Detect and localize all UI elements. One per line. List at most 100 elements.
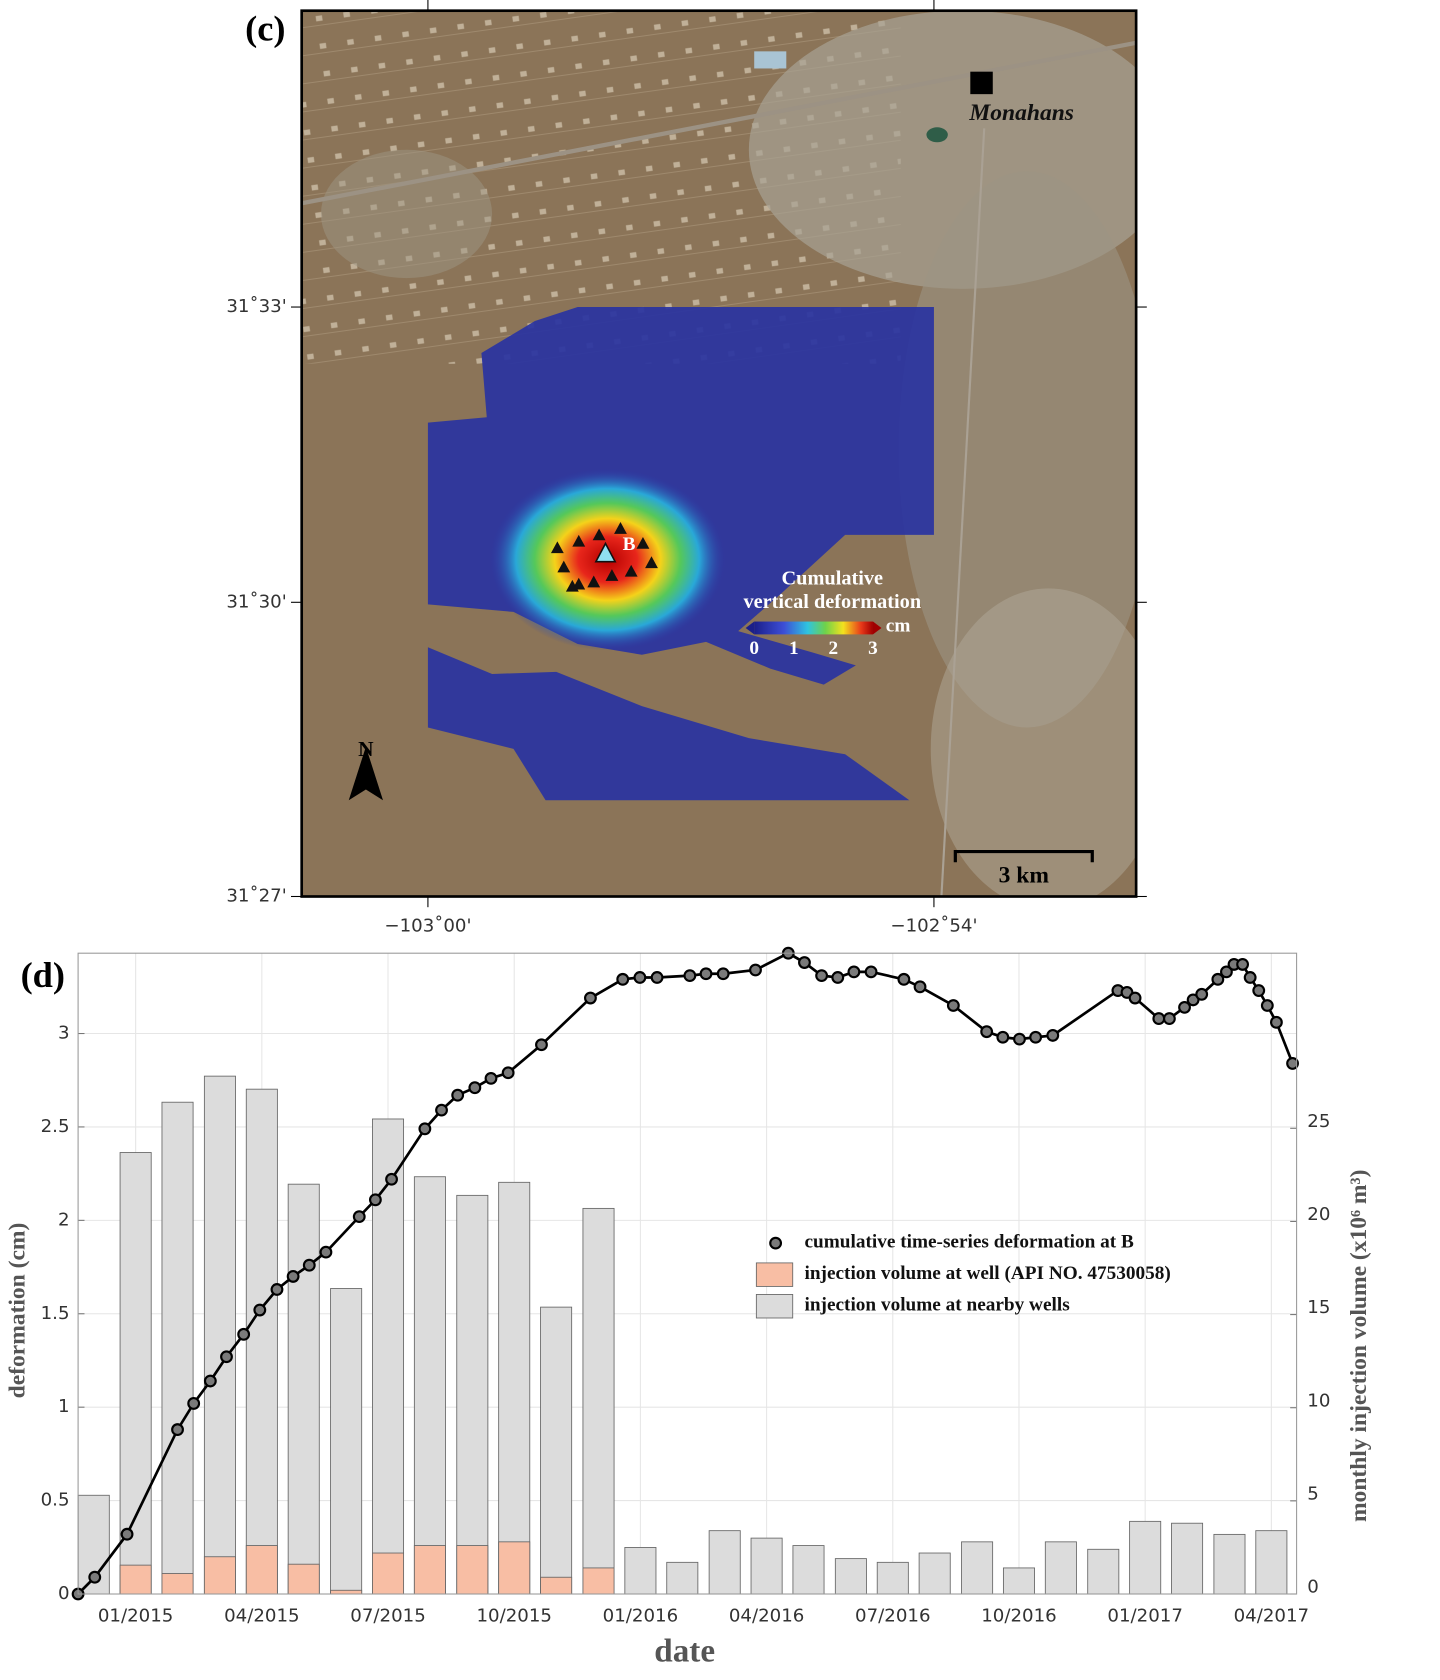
bar [498,1541,531,1595]
bar [1044,1541,1077,1595]
bar [582,1207,615,1595]
line-marker [237,1327,251,1341]
bar [1087,1548,1120,1595]
x-tick-label: 07/2016 [855,1605,931,1626]
map-lat-label: 31˚33' [226,296,286,317]
line-marker [1186,993,1200,1007]
bar [372,1552,405,1595]
map-frame [300,9,1138,898]
colorbar-tick-label: 2 [829,638,839,659]
x-tick-label: 01/2015 [98,1605,174,1626]
bar [203,1075,236,1595]
scale-bar [953,849,1094,863]
line-marker [1195,987,1209,1001]
line-marker [484,1071,498,1085]
bar [1213,1533,1246,1595]
x-tick-label: 07/2015 [350,1605,426,1626]
x-tick-label: 10/2015 [476,1605,552,1626]
legend-label: injection volume at nearby wells [804,1295,1070,1316]
y-tick-label: 3 [58,1023,70,1044]
figure-content: (c) Monahans B N 3 km Cumulative vertica… [5,0,1372,1670]
map-lon-label: −102˚54' [890,915,977,936]
bar [330,1589,363,1595]
bar [1002,1567,1035,1595]
y-tick-label: 2 [58,1209,70,1230]
bar [666,1561,699,1595]
plot-area [78,953,1297,1595]
line-marker [302,1258,316,1272]
x-tick-label: 04/2015 [224,1605,299,1626]
line-marker [1220,965,1233,979]
line-marker [633,971,647,984]
bar [245,1088,278,1595]
scale-label: 3 km [999,863,1050,889]
y-tick-label: 1 [58,1396,70,1417]
bar [1255,1530,1288,1595]
bar [750,1537,783,1595]
line-marker [650,971,664,984]
line-marker [368,1193,382,1207]
legend-label: injection volume at well (API NO. 475300… [804,1263,1170,1284]
colorbar-ticks: 0 1 2 3 [749,638,877,659]
line-marker [187,1397,201,1410]
bar [161,1573,194,1595]
line-marker [815,969,829,983]
y2-axis-title: monthly injection volume (x10⁶ m³) [1346,1170,1372,1522]
town-marker [970,71,993,95]
line-marker [1286,1056,1299,1070]
line-marker [203,1374,217,1388]
legend-marker [769,1236,783,1250]
line-marker [270,1283,284,1296]
bar [540,1576,573,1595]
line-marker [1013,1032,1026,1046]
line-marker [1152,1012,1166,1025]
bar [413,1176,446,1595]
line-marker [451,1088,465,1102]
bar [876,1561,909,1595]
line-marker [980,1025,994,1039]
line-marker [468,1081,482,1095]
map-lon-label: −103˚00' [384,915,471,936]
line-marker [616,972,630,986]
bar [540,1306,573,1595]
y2-tick-label: 10 [1307,1390,1330,1411]
colorbar-title: Cumulative [782,567,884,589]
y-tick-label: 0 [58,1583,70,1604]
line-marker [352,1210,366,1224]
line-marker [946,999,960,1012]
y-tick-label: 1.5 [41,1303,70,1324]
legend-swatch [755,1294,794,1319]
bar [834,1558,867,1595]
legend-swatch [755,1262,794,1287]
y2-tick-label: 20 [1307,1204,1330,1225]
line-marker [88,1570,102,1584]
colorbar-unit: cm [886,615,911,636]
line-marker [1162,1012,1176,1025]
line-marker [996,1030,1010,1044]
colorbar [754,621,873,635]
bar [119,1152,152,1595]
panel-label: (c) [245,8,285,48]
y2-tick-label: 5 [1307,1483,1319,1504]
line-marker [1236,957,1250,971]
line-marker [831,971,845,984]
bar [1129,1520,1162,1595]
x-tick-label: 04/2016 [729,1605,805,1626]
bar [287,1183,320,1595]
line-marker [716,967,730,981]
y2-tick-label: 25 [1307,1111,1330,1132]
satellite-map [301,10,1137,897]
bar [1171,1522,1204,1595]
y-tick-label: 0.5 [41,1490,70,1511]
chart: 01/2015 04/2015 07/2015 10/2015 01/2016 04/20… [41,946,1330,1626]
point-label: B [623,534,636,555]
line-marker [1211,972,1225,986]
line-marker [699,967,713,981]
y-axis-title: deformation (cm) [5,1223,31,1399]
line-marker [385,1172,398,1186]
bar [918,1552,951,1595]
line-marker [501,1066,515,1080]
x-tick-label: 10/2016 [981,1605,1057,1626]
bar [372,1118,405,1595]
y-tick-label: 2.5 [41,1116,70,1137]
